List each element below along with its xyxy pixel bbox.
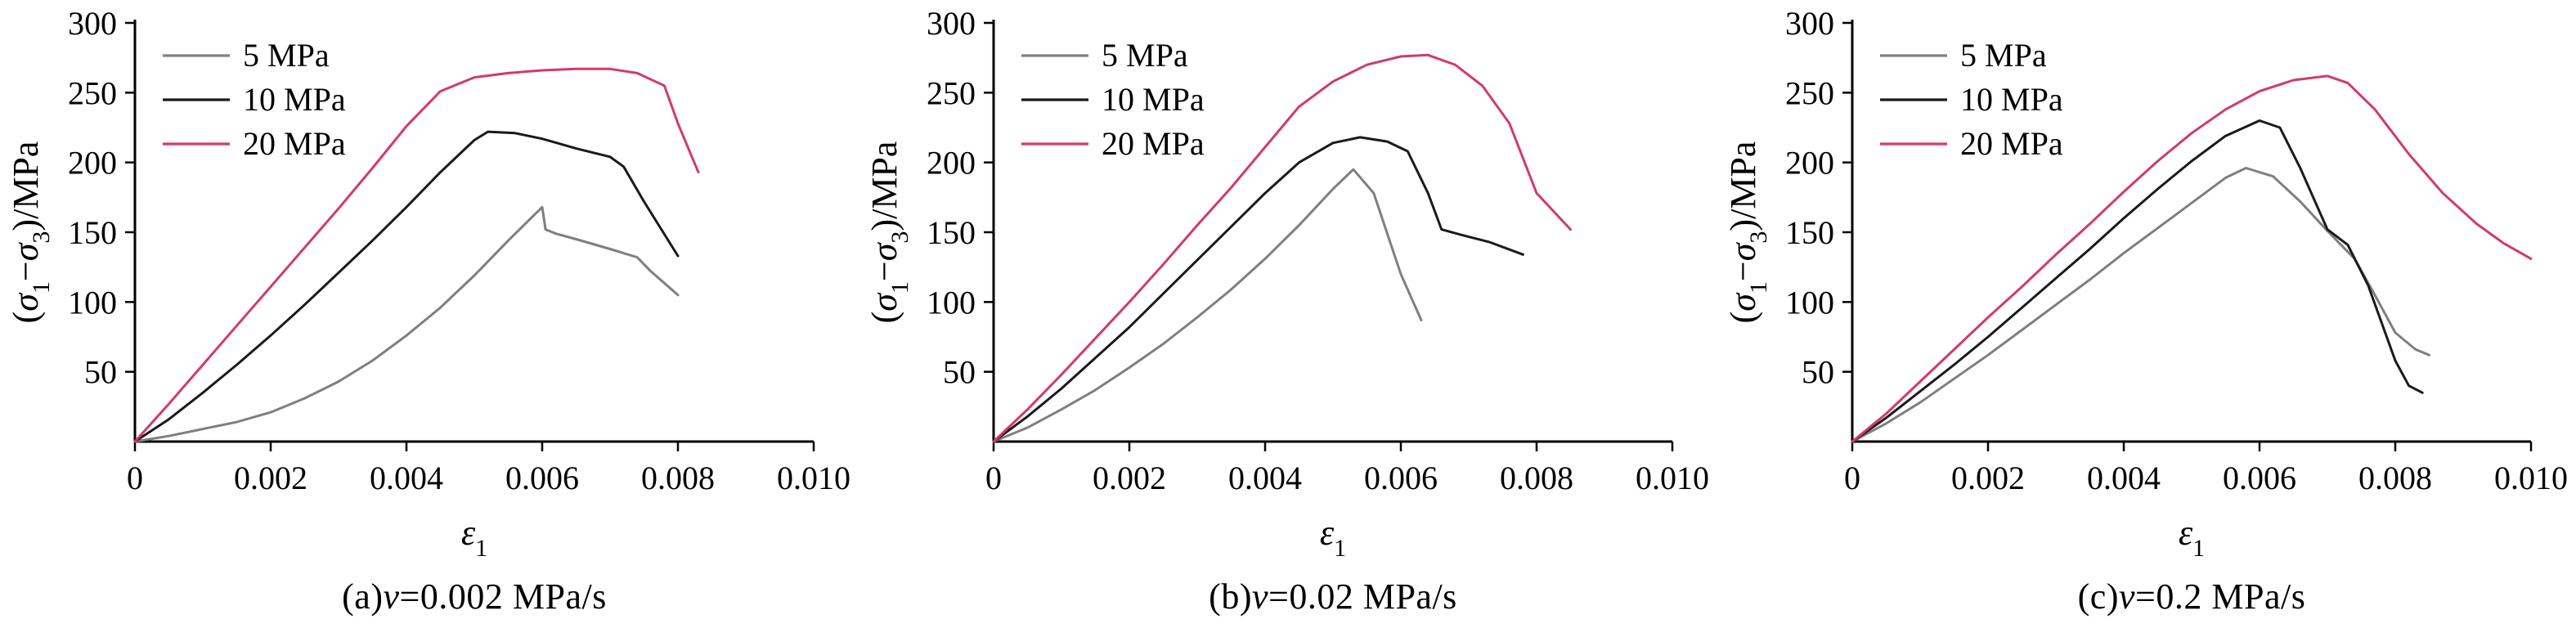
caption-index: (c) (2077, 576, 2119, 617)
svg-text:0.008: 0.008 (2358, 460, 2432, 496)
svg-text:0.002: 0.002 (1951, 460, 2025, 496)
chart-b-caption: (b) v =0.02 MPa/s (859, 564, 1717, 628)
svg-text:20 MPa: 20 MPa (1102, 125, 1205, 162)
svg-text:0: 0 (127, 460, 143, 496)
svg-text:250: 250 (68, 74, 117, 111)
svg-text:0.006: 0.006 (2223, 460, 2296, 496)
svg-text:5 MPa: 5 MPa (1960, 37, 2047, 74)
svg-text:10 MPa: 10 MPa (1102, 81, 1205, 118)
svg-text:0.010: 0.010 (777, 460, 850, 496)
svg-text:0.010: 0.010 (1636, 460, 1709, 496)
caption-rest: =0.002 MPa/s (399, 576, 607, 617)
svg-text:0.008: 0.008 (641, 460, 715, 496)
svg-text:300: 300 (1785, 5, 1834, 42)
svg-text:0.008: 0.008 (1500, 460, 1573, 496)
svg-text:0.010: 0.010 (2494, 460, 2568, 496)
caption-variable: v (1251, 576, 1269, 617)
svg-text:ε1: ε1 (1320, 513, 1346, 562)
svg-text:0.006: 0.006 (1364, 460, 1438, 496)
svg-text:0.004: 0.004 (2087, 460, 2161, 496)
svg-text:250: 250 (927, 74, 976, 111)
caption-index: (b) (1209, 576, 1252, 617)
svg-text:100: 100 (68, 284, 117, 321)
svg-text:200: 200 (927, 145, 976, 182)
chart-c-caption: (c) v =0.2 MPa/s (1717, 564, 2576, 628)
svg-text:200: 200 (68, 145, 117, 182)
svg-text:20 MPa: 20 MPa (243, 125, 346, 162)
svg-text:10 MPa: 10 MPa (243, 81, 346, 118)
chart-panel-b: 0 0.002 0.004 0.006 0.008 0.010 50 100 150 200 250… (859, 0, 1717, 628)
svg-text:0.004: 0.004 (370, 460, 443, 496)
svg-text:(σ1−σ3)/MPa: (σ1−σ3)/MPa (1723, 141, 1772, 324)
svg-text:0.004: 0.004 (1228, 460, 1302, 496)
svg-text:0.002: 0.002 (234, 460, 307, 496)
svg-text:0: 0 (985, 460, 1002, 496)
chart-panel-a: 0 0.002 0.004 0.006 0.008 0.010 50 100 150 200 250… (0, 0, 859, 628)
svg-text:250: 250 (1785, 74, 1834, 111)
svg-text:300: 300 (927, 5, 976, 42)
svg-text:50: 50 (943, 354, 976, 391)
svg-text:150: 150 (927, 214, 976, 251)
svg-text:20 MPa: 20 MPa (1960, 125, 2063, 162)
caption-rest: =0.2 MPa/s (2135, 576, 2306, 617)
svg-text:0: 0 (1844, 460, 1860, 496)
svg-text:50: 50 (84, 354, 117, 391)
caption-variable: v (383, 576, 400, 617)
svg-text:5 MPa: 5 MPa (1102, 37, 1188, 74)
svg-text:150: 150 (68, 214, 117, 251)
chart-c-canvas: 0 0.002 0.004 0.006 0.008 0.010 50 100 150 200 250… (1723, 5, 2568, 562)
chart-a-caption: (a) v =0.002 MPa/s (0, 564, 859, 628)
svg-text:10 MPa: 10 MPa (1960, 81, 2063, 118)
chart-a-canvas: 0 0.002 0.004 0.006 0.008 0.010 50 100 150 200 250… (6, 5, 850, 562)
caption-rest: =0.02 MPa/s (1268, 576, 1457, 617)
svg-text:100: 100 (1785, 284, 1834, 321)
svg-text:150: 150 (1785, 214, 1834, 251)
chart-b-canvas: 0 0.002 0.004 0.006 0.008 0.010 50 100 150 200 250… (864, 5, 1709, 562)
svg-text:5 MPa: 5 MPa (243, 37, 330, 74)
svg-text:200: 200 (1785, 145, 1834, 182)
svg-text:(σ1−σ3)/MPa: (σ1−σ3)/MPa (864, 141, 913, 324)
svg-text:0.006: 0.006 (505, 460, 579, 496)
svg-text:300: 300 (68, 5, 117, 42)
svg-text:50: 50 (1802, 354, 1834, 391)
svg-text:ε1: ε1 (461, 513, 487, 562)
chart-panel-c: 0 0.002 0.004 0.006 0.008 0.010 50 100 150 200 250… (1717, 0, 2576, 628)
svg-text:ε1: ε1 (2179, 513, 2205, 562)
svg-text:0.002: 0.002 (1093, 460, 1166, 496)
caption-variable: v (2119, 576, 2136, 617)
caption-index: (a) (342, 576, 384, 617)
svg-text:100: 100 (927, 284, 976, 321)
svg-text:(σ1−σ3)/MPa: (σ1−σ3)/MPa (6, 141, 55, 324)
